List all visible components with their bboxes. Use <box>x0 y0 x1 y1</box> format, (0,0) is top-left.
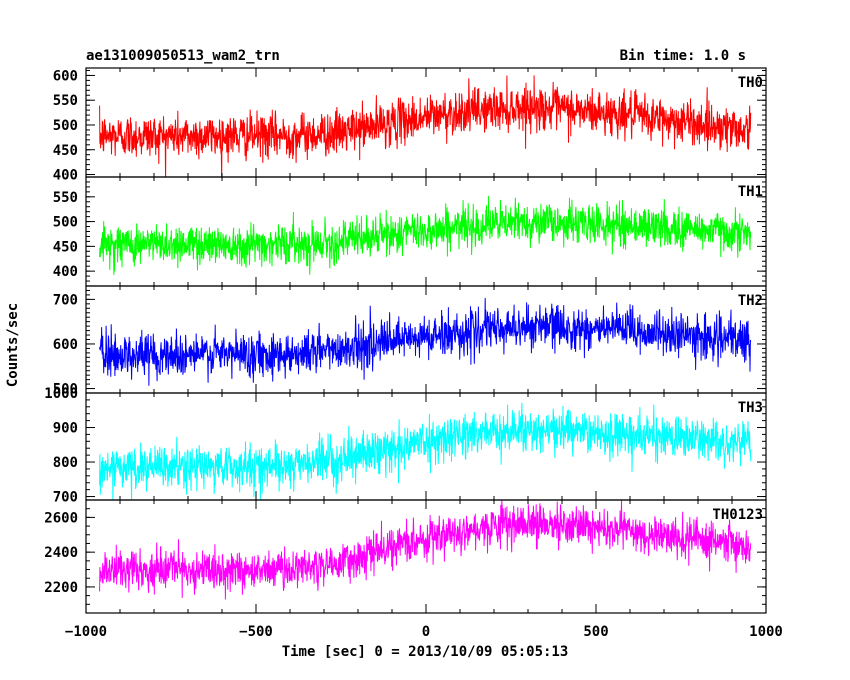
y-tick-label: 700 <box>53 292 78 308</box>
series-label-th1: TH1 <box>738 184 763 200</box>
panel-th1: 400 450 500 550 TH1 <box>53 176 767 287</box>
x-axis-label: Time [sec] 0 = 2013/10/09 05:05:13 <box>282 644 569 660</box>
y-tick-label: 500 <box>53 118 78 134</box>
y-tick-label: 600 <box>53 337 78 353</box>
y-tick-label: 2600 <box>44 510 78 526</box>
series-line-th0 <box>99 75 752 177</box>
y-tick-label: 500 <box>53 382 78 398</box>
y-tick-label: 900 <box>53 421 78 437</box>
x-axis: −1000 −500 0 500 1000 <box>65 624 783 640</box>
y-tick-label: 400 <box>53 168 78 184</box>
series-label-th0: TH0 <box>738 75 763 91</box>
panel-th3: 700 800 900 1000 TH3 <box>44 386 767 506</box>
x-tick-label: 1000 <box>749 624 783 640</box>
series-line-th1 <box>99 195 752 275</box>
x-tick-label: −1000 <box>65 624 107 640</box>
panel-th0123: 2200 2400 2600 TH0123 <box>44 499 767 614</box>
panel-frame <box>85 499 767 614</box>
y-axis-label: Counts/sec <box>5 303 21 387</box>
series-line-th2 <box>99 297 752 386</box>
panels-group: 400 450 500 550 600 TH0 400 450 500 550 TH1 500 600 7… <box>44 67 767 614</box>
panel-th2: 500 600 700 TH2 <box>53 285 767 398</box>
y-tick-label: 550 <box>53 93 78 109</box>
y-tick-label: 2200 <box>44 580 78 596</box>
y-tick-label: 550 <box>53 190 78 206</box>
y-tick-label: 800 <box>53 455 78 471</box>
x-tick-label: −500 <box>239 624 273 640</box>
y-tick-label: 1000 <box>44 386 78 402</box>
y-tick-label: 400 <box>53 264 78 280</box>
x-tick-label: 0 <box>422 624 430 640</box>
y-tick-label: 700 <box>53 490 78 506</box>
series-label-th2: TH2 <box>738 293 763 309</box>
panel-frame <box>85 176 767 287</box>
header-left-title: ae131009050513_wam2_trn <box>86 48 280 64</box>
x-tick-label: 500 <box>583 624 608 640</box>
y-tick-label: 600 <box>53 68 78 84</box>
series-label-th0123: TH0123 <box>712 507 763 523</box>
y-tick-label: 500 <box>53 215 78 231</box>
series-label-th3: TH3 <box>738 400 763 416</box>
header-right-bin-time: Bin time: 1.0 s <box>620 48 746 64</box>
y-tick-label: 2400 <box>44 545 78 561</box>
y-tick-label: 450 <box>53 239 78 255</box>
series-line-th0123 <box>99 500 752 600</box>
panel-th0: 400 450 500 550 600 TH0 <box>53 67 767 184</box>
y-tick-label: 450 <box>53 143 78 159</box>
series-line-th3 <box>99 402 752 500</box>
